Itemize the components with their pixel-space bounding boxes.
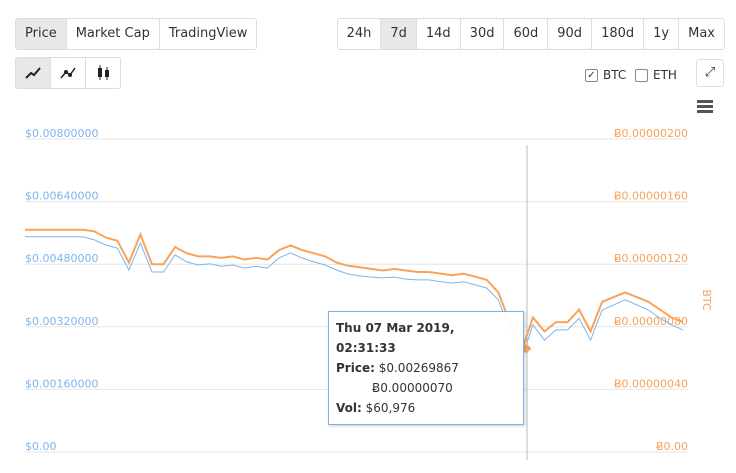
tooltip-row: Price: $0.00269867: [336, 358, 516, 378]
y-tick-label: $0.00: [25, 440, 57, 453]
fullscreen-button[interactable]: ⤢: [696, 59, 724, 87]
y2-axis-title: BTC: [700, 289, 713, 311]
range[interactable]: 180d: [592, 19, 645, 49]
y-tick-label: $0.00480000: [25, 252, 98, 265]
series-line: [25, 236, 684, 362]
line-style[interactable]: [16, 58, 51, 88]
range[interactable]: 30d: [461, 19, 505, 49]
hover-marker: [521, 343, 532, 354]
range[interactable]: 1y: [644, 19, 680, 49]
range[interactable]: 7d: [381, 19, 417, 49]
checkbox-box[interactable]: [635, 68, 648, 82]
y2-tick-label: Ƀ0.00000040: [614, 377, 688, 390]
candle-style[interactable]: [86, 58, 120, 88]
y2-tick-label: Ƀ0.00: [656, 440, 688, 453]
tooltip: Thu 07 Mar 2019, 02:31:33 Price: $0.0026…: [328, 311, 524, 425]
icon: [25, 67, 41, 79]
y-tick-label: $0.00160000: [25, 377, 98, 390]
y2-tick-label: Ƀ0.00000200: [614, 127, 688, 140]
tab[interactable]: Market Cap: [67, 19, 160, 49]
y2-tick-label: Ƀ0.00000120: [614, 252, 688, 265]
checkbox[interactable]: ✓ BTC: [585, 68, 626, 82]
point-style[interactable]: [51, 58, 86, 88]
tab[interactable]: TradingView: [168, 26, 248, 41]
chart-style-tabs: [15, 57, 121, 89]
range[interactable]: Max: [688, 26, 715, 41]
range-tabs: 24h 7d 14d 30d 60d 90d 180d 1y Max: [336, 18, 725, 50]
tooltip-value: Ƀ0.00000070: [372, 381, 453, 395]
checkbox-label: BTC: [603, 68, 627, 82]
view-tabs: Price Market Cap TradingView: [15, 18, 258, 50]
icon: [60, 67, 76, 79]
tooltip-key: Vol:: [336, 401, 362, 415]
tooltip-value: $0.00269867: [378, 361, 459, 375]
range[interactable]: 60d: [504, 19, 549, 49]
tooltip-key: Price:: [336, 361, 375, 375]
range[interactable]: 24h: [338, 19, 382, 49]
menu-button[interactable]: [697, 100, 713, 113]
tooltip-date: Thu 07 Mar 2019, 02:31:33: [336, 321, 455, 355]
tooltip-value: $60,976: [365, 401, 416, 415]
y2-tick-label: Ƀ0.00000160: [614, 190, 688, 203]
series-line: [25, 228, 684, 355]
checkbox-label: ETH: [653, 68, 677, 82]
icon: [98, 65, 109, 80]
y-tick-label: $0.00320000: [25, 315, 98, 328]
checkbox-box[interactable]: ✓: [585, 68, 598, 82]
y-tick-label: $0.00640000: [25, 190, 98, 203]
tooltip-row: Vol: $60,976: [336, 398, 516, 418]
y2-tick-label: Ƀ0.00000080: [614, 315, 688, 328]
checkbox[interactable]: ETH: [635, 68, 677, 82]
y-tick-label: $0.00800000: [25, 127, 98, 140]
range[interactable]: 14d: [417, 19, 461, 49]
range[interactable]: 90d: [548, 19, 593, 49]
tab[interactable]: Price: [16, 19, 67, 49]
